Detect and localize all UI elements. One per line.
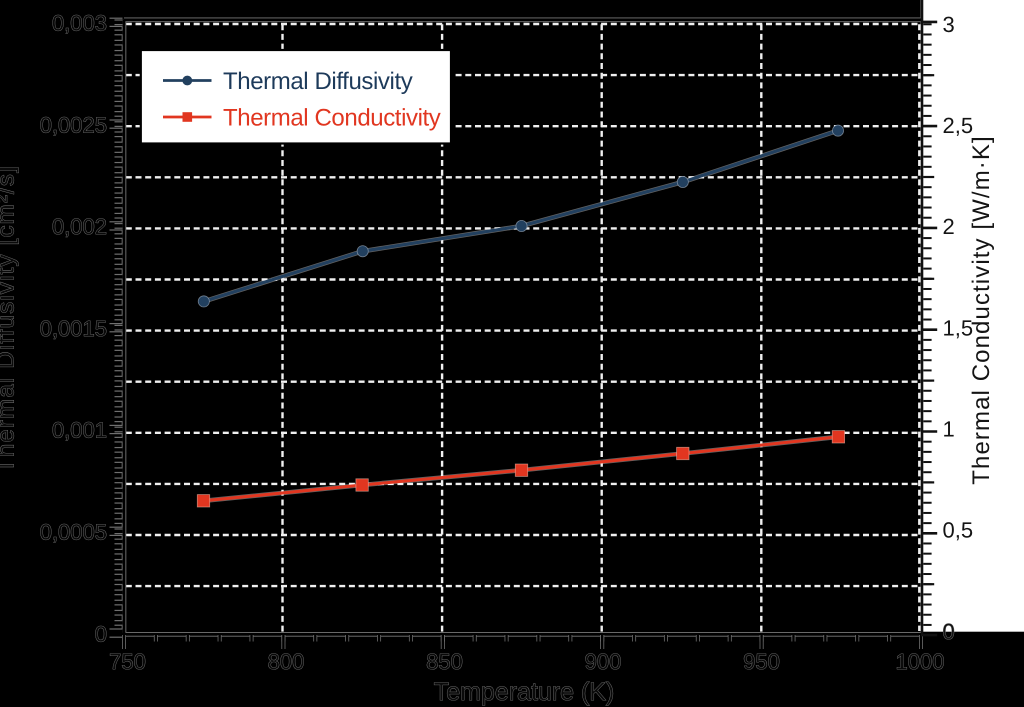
svg-text:1,5: 1,5 — [943, 315, 974, 340]
svg-text:0,001: 0,001 — [52, 418, 107, 443]
svg-text:800: 800 — [268, 649, 305, 674]
svg-text:Thermal Conductivity: Thermal Conductivity — [223, 105, 441, 132]
svg-text:2,5: 2,5 — [943, 113, 974, 138]
svg-text:0,5: 0,5 — [943, 518, 974, 543]
svg-text:950: 950 — [743, 649, 780, 674]
svg-text:0,002: 0,002 — [52, 214, 107, 239]
svg-text:0,0015: 0,0015 — [40, 316, 107, 341]
svg-text:0: 0 — [943, 619, 955, 644]
svg-text:2: 2 — [943, 214, 955, 239]
svg-text:0,0025: 0,0025 — [40, 112, 107, 137]
svg-text:Thermal Conductivity [W/m·K]: Thermal Conductivity [W/m·K] — [968, 135, 995, 485]
svg-text:3: 3 — [943, 12, 955, 37]
svg-text:1: 1 — [943, 417, 955, 442]
svg-text:900: 900 — [585, 649, 622, 674]
svg-text:850: 850 — [426, 649, 463, 674]
svg-text:0: 0 — [95, 621, 107, 646]
svg-text:0,0005: 0,0005 — [40, 520, 107, 545]
svg-text:Thermal Diffusivity: Thermal Diffusivity — [223, 68, 413, 95]
svg-text:1000: 1000 — [896, 649, 945, 674]
svg-text:Temperature (K): Temperature (K) — [434, 678, 615, 706]
svg-text:Thermal Diffusivity [cm²/s]: Thermal Diffusivity [cm²/s] — [0, 165, 20, 473]
svg-text:0,003: 0,003 — [52, 11, 107, 36]
svg-text:750: 750 — [109, 649, 146, 674]
